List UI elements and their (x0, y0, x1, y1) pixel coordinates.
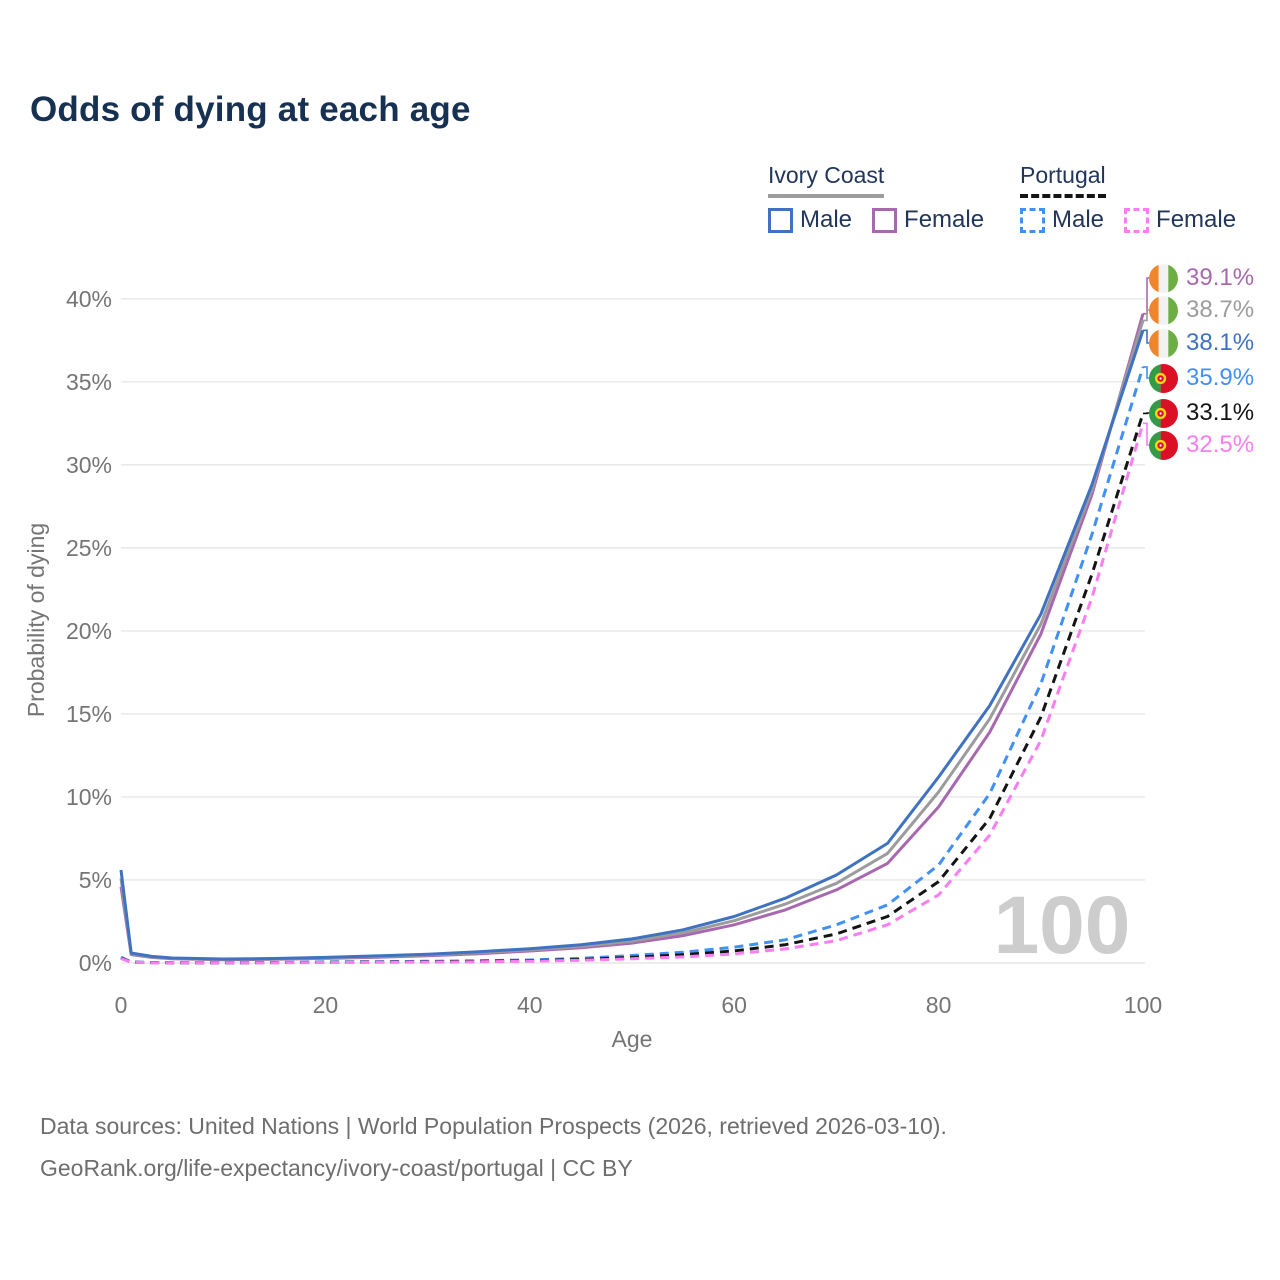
ivory-coast-flag-icon (1149, 263, 1178, 293)
legend-title-portugal: Portugal (1020, 162, 1106, 198)
end-label-pt-female: 32.5% (1149, 430, 1254, 460)
end-label-pt-both: 33.1% (1149, 398, 1254, 428)
legend-item-ivory-coast-female[interactable]: Female (872, 206, 984, 234)
legend-item-ivory-coast-male[interactable]: Male (768, 206, 852, 234)
end-label-value-ic-both: 38.7% (1186, 296, 1255, 323)
portugal-flag-icon (1149, 430, 1178, 460)
x-tick-label: 60 (721, 992, 747, 1018)
legend-swatch-portugal-female-icon (1124, 207, 1150, 233)
end-label-value-ic-female: 39.1% (1186, 264, 1255, 291)
legend-swatch-ivory-coast-male-icon (768, 207, 793, 233)
footer-sources: Data sources: United Nations | World Pop… (40, 1113, 947, 1139)
page-title: Odds of dying at each age (30, 90, 471, 129)
x-tick-label: 80 (926, 992, 952, 1018)
end-label-ic-female: 39.1% (1149, 263, 1254, 293)
y-tick-label: 10% (66, 784, 112, 810)
x-tick-label: 40 (517, 992, 543, 1018)
end-label-value-pt-female: 32.5% (1186, 431, 1255, 458)
x-tick-label: 0 (115, 992, 128, 1018)
legend-group-ivory-coast: Ivory Coast Male Female (768, 162, 984, 234)
series-line-ic-male (119, 329, 1145, 961)
legend-label-portugal-male: Male (1052, 206, 1105, 233)
legend-label-portugal-female: Female (1156, 206, 1237, 233)
portugal-flag-icon (1149, 363, 1178, 393)
end-label-value-pt-male: 35.9% (1186, 364, 1255, 391)
series-line-ic-female (119, 313, 1145, 962)
y-axis-title: Probability of dying (23, 523, 49, 717)
footer: Data sources: United Nations | World Pop… (40, 1105, 947, 1189)
series-line-pt-both (120, 412, 1145, 965)
y-tick-label: 25% (66, 535, 112, 561)
end-label-ic-both: 38.7% (1149, 295, 1254, 325)
y-tick-label: 20% (66, 618, 112, 644)
legend-item-portugal-male[interactable]: Male (1020, 206, 1104, 234)
series-line-pt-female (120, 422, 1145, 965)
portugal-flag-icon (1149, 398, 1178, 428)
x-tick-label: 20 (313, 992, 339, 1018)
ivory-coast-flag-icon (1149, 295, 1178, 325)
y-tick-label: 40% (66, 286, 112, 312)
y-tick-label: 30% (66, 452, 112, 478)
end-label-value-pt-both: 33.1% (1186, 399, 1255, 426)
legend-title-ivory-coast: Ivory Coast (768, 162, 885, 198)
legend-label-ivory-coast-female: Female (904, 206, 985, 233)
ivory-coast-flag-icon (1149, 328, 1178, 358)
y-tick-label: 35% (66, 369, 112, 395)
line-chart: 0% 5% 10% 15% 20% 25% 30% 35% 40% 100 0 20 40 60 80 100… (23, 277, 1162, 1052)
y-tick-label: 15% (66, 701, 112, 727)
age-watermark: 100 (994, 880, 1131, 971)
legend-group-portugal: Portugal Male Female (1020, 162, 1236, 234)
end-label-value-ic-male: 38.1% (1186, 329, 1255, 356)
legend-item-portugal-female[interactable]: Female (1124, 206, 1236, 234)
end-label-ic-male: 38.1% (1149, 328, 1254, 358)
series-line-pt-male (120, 366, 1145, 965)
series-line-ic-both (119, 319, 1145, 961)
x-axis-title: Age (612, 1026, 653, 1052)
y-tick-label: 5% (79, 867, 112, 893)
legend-swatch-portugal-male-icon (1020, 207, 1045, 233)
legend-label-ivory-coast-male: Male (800, 206, 853, 233)
footer-attribution: GeoRank.org/life-expectancy/ivory-coast/… (40, 1155, 633, 1181)
y-tick-label: 0% (79, 950, 112, 976)
end-label-pt-male: 35.9% (1149, 363, 1254, 393)
legend-swatch-ivory-coast-female-icon (872, 207, 898, 233)
x-tick-label: 100 (1124, 992, 1162, 1018)
